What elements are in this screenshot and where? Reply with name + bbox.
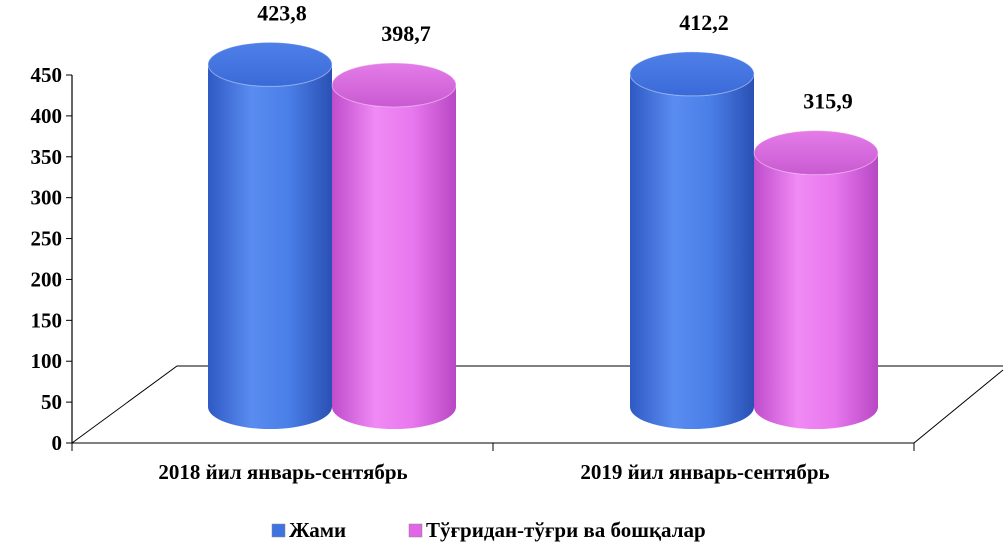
bar-body	[331, 84, 456, 430]
category-label: 2018 йил январь-сентябрь	[158, 460, 407, 484]
bar-direct-1	[331, 62, 457, 430]
bar-top	[331, 62, 457, 108]
y-tick-label: 50	[41, 390, 62, 414]
legend-item: Жами	[271, 518, 346, 542]
bar-jami-2	[629, 51, 755, 430]
y-tick-label: 200	[31, 267, 63, 291]
bar-direct-2	[753, 130, 879, 429]
bar-top	[753, 130, 879, 176]
bar-body	[630, 73, 754, 430]
bars	[207, 41, 879, 430]
bar-body	[208, 64, 332, 429]
y-tick-label: 300	[31, 186, 63, 210]
data-labels: 423,8 398,7 412,2 315,9	[257, 0, 853, 113]
legend-swatch	[271, 523, 286, 538]
legend: Жами Тўғридан-тўғри ва бошқалар	[271, 518, 706, 542]
bar-body	[754, 152, 878, 429]
legend-label: Тўғридан-тўғри ва бошқалар	[426, 518, 706, 542]
y-tick-label: 350	[31, 145, 63, 169]
data-label: 315,9	[803, 89, 853, 114]
legend-item: Тўғридан-тўғри ва бошқалар	[408, 518, 706, 542]
bar-top	[207, 41, 333, 87]
bar-jami-1	[207, 41, 333, 429]
data-label: 412,2	[679, 10, 729, 35]
y-tick-label: 150	[31, 308, 63, 332]
legend-swatch	[408, 523, 423, 538]
bar-top	[629, 51, 755, 97]
y-tick-label: 0	[52, 431, 63, 455]
category-label: 2019 йил январь-сентябрь	[580, 460, 829, 484]
y-tick-label: 100	[31, 349, 63, 373]
y-tick-label: 250	[31, 227, 63, 251]
y-tick-label: 400	[31, 104, 63, 128]
data-label: 398,7	[381, 21, 431, 46]
y-tick-label: 450	[31, 63, 63, 87]
y-axis: 0 50 100 150 200 250 300 350 400 450	[31, 63, 73, 455]
data-label: 423,8	[257, 0, 307, 25]
legend-label: Жами	[289, 518, 346, 542]
category-labels: 2018 йил январь-сентябрь 2019 йил январь-…	[158, 460, 829, 484]
